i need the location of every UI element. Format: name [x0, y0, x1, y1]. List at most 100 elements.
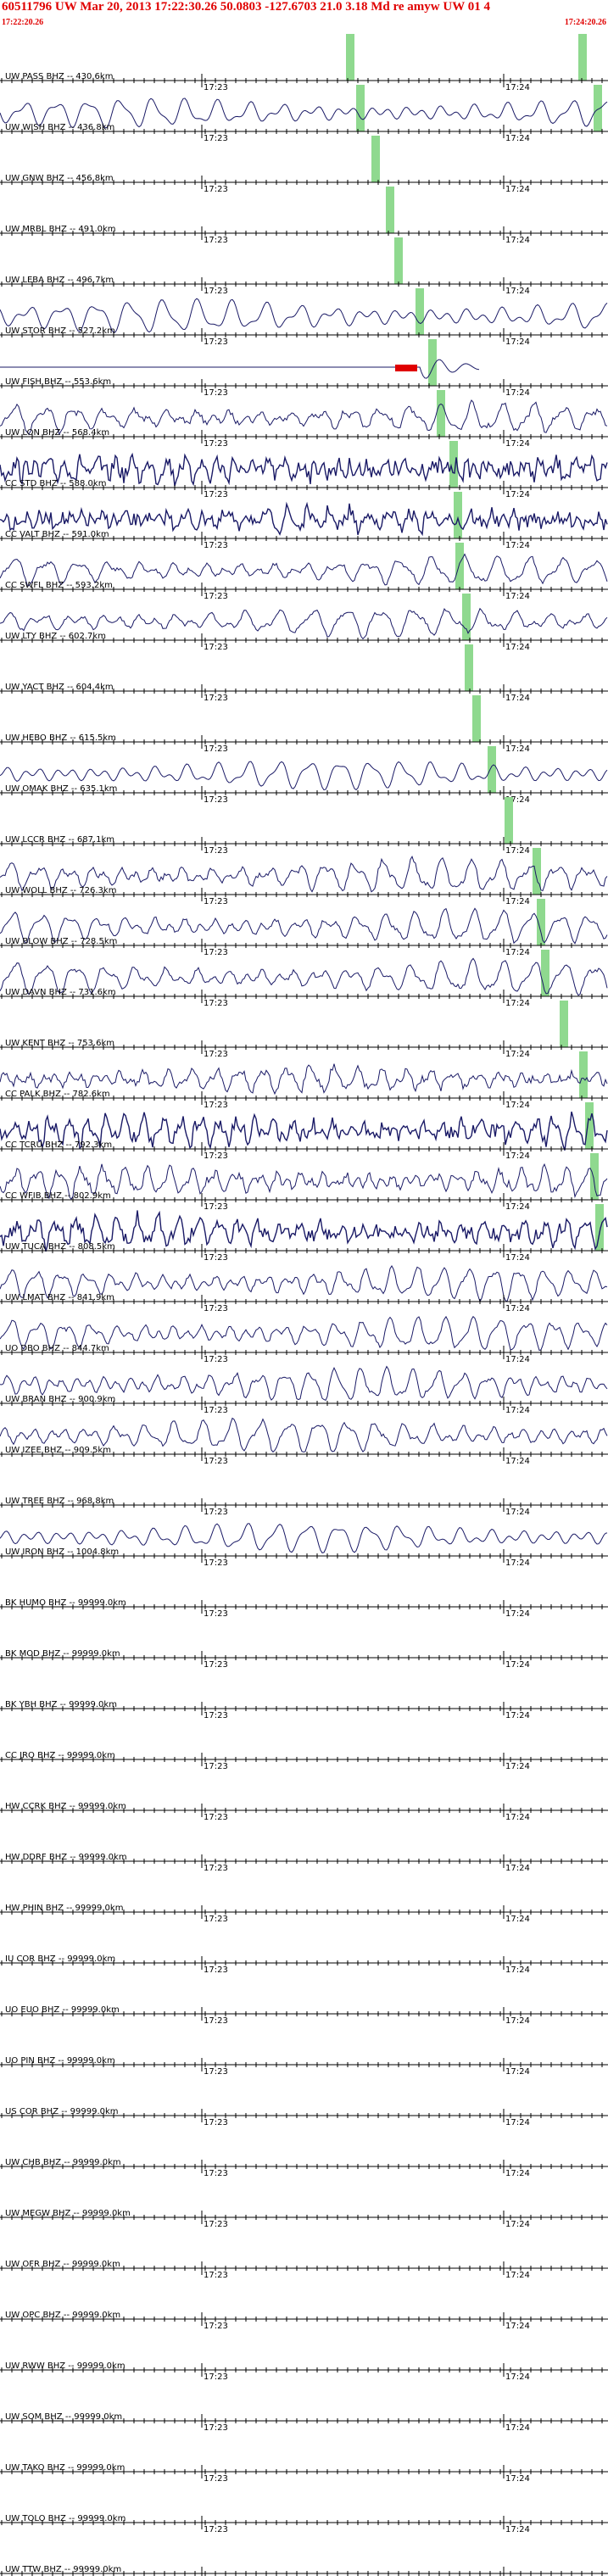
tick-label: 17:23	[204, 2525, 228, 2534]
station-label: CC SWFL BHZ -- 593.2km	[5, 581, 113, 590]
pick-marker	[533, 848, 541, 895]
trace-row: UW LMAT BHZ -- 841.9km 17:23 17:24	[0, 1265, 608, 1313]
pick-marker	[505, 797, 513, 844]
minor-ticks	[1, 1910, 603, 1915]
tick-label: 17:24	[505, 2423, 530, 2433]
pick-marker	[371, 136, 380, 182]
trace-row: UW TREE BHZ -- 968.8km 17:23 17:24	[0, 1497, 608, 1517]
tick-label: 17:23	[204, 388, 228, 398]
time-end: 17:24:20.26	[564, 18, 606, 27]
station-label: UW FISH BHZ -- 553.6km	[5, 377, 111, 387]
tick-label: 17:24	[505, 2118, 530, 2127]
station-label: UW TAKO BHZ -- 99999.0km	[5, 2463, 125, 2473]
tick-label: 17:23	[204, 795, 228, 805]
tick-label: 17:24	[505, 287, 530, 296]
tick-label: 17:24	[505, 1355, 530, 1364]
waveform	[0, 907, 608, 945]
minor-ticks	[1, 1197, 603, 1202]
minor-ticks	[1, 1553, 603, 1558]
tick-label: 17:23	[204, 1050, 228, 1059]
tick-label: 17:23	[204, 134, 228, 143]
minor-ticks	[1, 332, 603, 337]
station-label: UW TOLO BHZ -- 99999.0km	[5, 2514, 126, 2523]
waveform	[0, 1417, 608, 1453]
tick-label: 17:24	[505, 1660, 530, 1670]
tick-label: 17:24	[505, 439, 530, 449]
tick-label: 17:24	[505, 1609, 530, 1619]
trace-row: UW GNW BHZ -- 456.8km 17:23 17:24	[0, 136, 608, 194]
station-label: UW LCCR BHZ -- 687.1km	[5, 835, 114, 845]
tick-label: 17:23	[204, 2474, 228, 2484]
tick-label: 17:24	[505, 185, 530, 194]
time-start: 17:22:20.26	[2, 18, 44, 27]
trace-row: CC JRO BHZ -- 99999.0km 17:23 17:24	[0, 1751, 608, 1771]
tick-label: 17:24	[505, 1508, 530, 1517]
minor-ticks	[1, 1146, 603, 1151]
minor-ticks	[1, 1350, 603, 1355]
trace-row: UO PIN BHZ -- 99999.0km 17:23 17:24	[0, 2056, 608, 2077]
station-label: CC WFIB BHZ -- 802.9km	[5, 1191, 111, 1201]
trace-row: UO EUO BHZ -- 99999.0km 17:23 17:24	[0, 2005, 608, 2026]
minor-ticks	[1, 2317, 603, 2322]
trace-row: BK YBH BHZ -- 99999.0km 17:23 17:24	[0, 1700, 608, 1720]
waveform	[0, 452, 608, 487]
minor-ticks	[1, 1960, 603, 1965]
station-label: UW MRBL BHZ -- 491.0km	[5, 225, 116, 234]
clip-marker	[395, 365, 417, 371]
station-label: UW STOR BHZ -- 527.2km	[5, 326, 115, 336]
waveform	[0, 298, 608, 333]
station-label: UW MEGW BHZ -- 99999.0km	[5, 2209, 131, 2218]
waveform	[0, 761, 608, 791]
trace-row: UW KENT BHZ -- 753.6km 17:23 17:24	[0, 1001, 608, 1059]
tick-label: 17:24	[505, 236, 530, 245]
tick-label: 17:24	[505, 1304, 530, 1313]
tick-label: 17:23	[204, 1864, 228, 1873]
tick-label: 17:23	[204, 439, 228, 449]
station-label: BK MOD BHZ -- 99999.0km	[5, 1649, 120, 1659]
pick-marker	[428, 339, 437, 386]
tick-label: 17:23	[204, 1355, 228, 1364]
station-label: CC VALT BHZ -- 591.0km	[5, 530, 109, 539]
tick-label: 17:23	[204, 2322, 228, 2331]
tick-label: 17:24	[505, 1711, 530, 1720]
tick-label: 17:24	[505, 1813, 530, 1822]
station-label: UW KENT BHZ -- 753.6km	[5, 1039, 114, 1048]
minor-ticks	[1, 2520, 603, 2525]
tick-label: 17:23	[204, 2067, 228, 2077]
tick-label: 17:24	[505, 541, 530, 550]
trace-row: IU COR BHZ -- 99999.0km 17:23 17:24	[0, 1954, 608, 1975]
trace-row: UW CHB BHZ -- 99999.0km 17:23 17:24	[0, 2158, 608, 2178]
tick-label: 17:24	[505, 2525, 530, 2534]
minor-ticks	[1, 282, 603, 287]
tick-label: 17:24	[505, 846, 530, 856]
tick-label: 17:23	[204, 1558, 228, 1568]
minor-ticks	[1, 78, 603, 83]
tick-label: 17:23	[204, 643, 228, 652]
minor-ticks	[1, 536, 603, 541]
tick-label: 17:24	[505, 1101, 530, 1110]
trace-row: UW LEBA BHZ -- 496.7km 17:23 17:24	[0, 237, 608, 296]
minor-ticks	[1, 2113, 603, 2118]
minor-ticks	[1, 943, 603, 948]
minor-ticks	[1, 1503, 603, 1508]
trace-row: UW WOLL BHZ -- 726.3km 17:23 17:24	[0, 848, 608, 906]
station-label: UW BLOW BHZ -- 728.5km	[5, 937, 117, 946]
trace-row: UW TUCA BHZ -- 808.5km 17:23 17:24	[0, 1204, 608, 1263]
tick-label: 17:24	[505, 2016, 530, 2026]
station-label: UW YACT BHZ -- 604.4km	[5, 683, 114, 692]
minor-ticks	[1, 1452, 603, 1457]
minor-ticks	[1, 1808, 603, 1813]
tick-label: 17:23	[204, 999, 228, 1008]
station-label: UW OPC BHZ -- 99999.0km	[5, 2311, 120, 2320]
pick-marker	[462, 594, 471, 640]
trace-row: HW PHIN BHZ -- 99999.0km 17:23 17:24	[0, 1904, 608, 1924]
station-label: UW TREE BHZ -- 968.8km	[5, 1497, 114, 1506]
tick-label: 17:23	[204, 2271, 228, 2280]
station-label: UW WISH BHZ -- 436.8km	[5, 123, 114, 132]
tick-label: 17:23	[204, 1508, 228, 1517]
trace-row: CC TCRU BHZ -- 792.3km 17:23 17:24	[0, 1102, 608, 1161]
trace-row: UW OFR BHZ -- 99999.0km 17:23 17:24	[0, 2260, 608, 2280]
tick-label: 17:23	[204, 1406, 228, 1415]
station-label: UW IRON BHZ -- 1004.8km	[5, 1547, 119, 1557]
